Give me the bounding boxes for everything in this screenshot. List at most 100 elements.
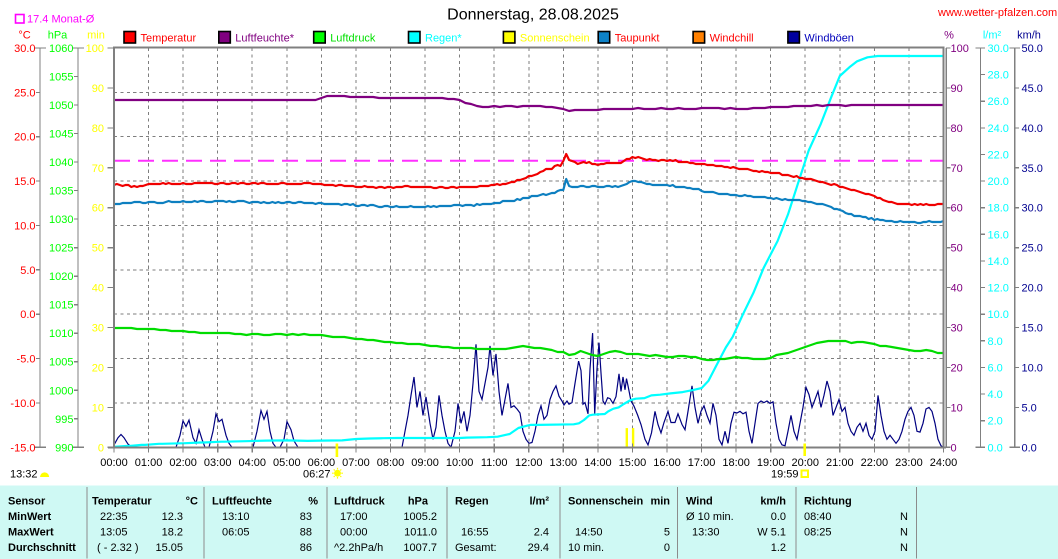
svg-text:Luftdruck: Luftdruck bbox=[334, 496, 386, 508]
svg-text:18.2: 18.2 bbox=[162, 527, 183, 539]
svg-text:1060: 1060 bbox=[49, 43, 73, 55]
svg-text:1020: 1020 bbox=[49, 271, 73, 283]
svg-text:Luftfeuchte*: Luftfeuchte* bbox=[235, 32, 294, 44]
svg-text:11:00: 11:00 bbox=[481, 457, 508, 469]
svg-text:40: 40 bbox=[951, 283, 963, 295]
svg-text:-5.0: -5.0 bbox=[17, 354, 36, 366]
svg-text:40.0: 40.0 bbox=[1022, 123, 1043, 135]
svg-text:l/m²: l/m² bbox=[529, 496, 549, 508]
svg-text:16.0: 16.0 bbox=[988, 229, 1009, 241]
svg-text:1055: 1055 bbox=[49, 72, 73, 84]
svg-text:90: 90 bbox=[951, 83, 963, 95]
svg-text:hPa: hPa bbox=[48, 30, 68, 42]
svg-text:03:00: 03:00 bbox=[204, 457, 232, 469]
svg-text:16:55: 16:55 bbox=[461, 527, 489, 539]
svg-text:l/m²: l/m² bbox=[983, 30, 1002, 42]
svg-text:km/h: km/h bbox=[760, 496, 786, 508]
svg-text:0: 0 bbox=[98, 442, 104, 454]
svg-text:www.wetter-pfalzen.com: www.wetter-pfalzen.com bbox=[937, 7, 1057, 19]
svg-text:80: 80 bbox=[951, 123, 963, 135]
svg-text:70: 70 bbox=[951, 163, 963, 175]
svg-text:83: 83 bbox=[300, 511, 312, 523]
svg-text:60: 60 bbox=[92, 203, 104, 215]
svg-text:50.0: 50.0 bbox=[1022, 43, 1043, 55]
svg-text:2.0: 2.0 bbox=[988, 416, 1003, 428]
svg-text:24.0: 24.0 bbox=[988, 123, 1009, 135]
svg-text:13:10: 13:10 bbox=[222, 511, 250, 523]
svg-text:W 5.1: W 5.1 bbox=[757, 527, 786, 539]
svg-text:Temperatur: Temperatur bbox=[92, 496, 152, 508]
svg-text:Donnerstag, 28.08.2025: Donnerstag, 28.08.2025 bbox=[447, 7, 619, 24]
svg-text:-10.0: -10.0 bbox=[10, 398, 35, 410]
svg-text:1005.2: 1005.2 bbox=[403, 511, 437, 523]
svg-text:06:00: 06:00 bbox=[308, 457, 336, 469]
svg-text:12.0: 12.0 bbox=[988, 283, 1009, 295]
svg-text:-15.0: -15.0 bbox=[10, 442, 35, 454]
svg-text:6.0: 6.0 bbox=[988, 362, 1003, 374]
svg-text:0.0: 0.0 bbox=[1022, 442, 1037, 454]
svg-text:( - 2.32 ): ( - 2.32 ) bbox=[97, 542, 139, 554]
svg-text:08:25: 08:25 bbox=[804, 527, 832, 539]
svg-text:990: 990 bbox=[55, 442, 73, 454]
svg-text:22:00: 22:00 bbox=[861, 457, 889, 469]
svg-text:01:00: 01:00 bbox=[135, 457, 163, 469]
svg-text:13:05: 13:05 bbox=[100, 527, 128, 539]
svg-text:25.0: 25.0 bbox=[14, 87, 35, 99]
svg-text:17:00: 17:00 bbox=[340, 511, 368, 523]
svg-text:10: 10 bbox=[951, 402, 963, 414]
svg-text:10.0: 10.0 bbox=[1022, 362, 1043, 374]
svg-text:70: 70 bbox=[92, 163, 104, 175]
svg-text:30: 30 bbox=[951, 323, 963, 335]
svg-text:13:30: 13:30 bbox=[692, 527, 720, 539]
svg-text:23:00: 23:00 bbox=[895, 457, 923, 469]
svg-text:0.0: 0.0 bbox=[20, 309, 35, 321]
svg-text:30.0: 30.0 bbox=[988, 43, 1009, 55]
svg-text:10.0: 10.0 bbox=[988, 309, 1009, 321]
svg-text:1030: 1030 bbox=[49, 214, 73, 226]
svg-text:MinWert: MinWert bbox=[8, 511, 52, 523]
svg-text:04:00: 04:00 bbox=[238, 457, 266, 469]
svg-text:^2.2hPa/h: ^2.2hPa/h bbox=[334, 542, 383, 554]
svg-text:50: 50 bbox=[951, 243, 963, 255]
svg-text:Ø 10 min.: Ø 10 min. bbox=[686, 511, 734, 523]
svg-text:20: 20 bbox=[92, 362, 104, 374]
svg-text:08:00: 08:00 bbox=[377, 457, 405, 469]
svg-text:2.4: 2.4 bbox=[534, 527, 549, 539]
svg-text:16:00: 16:00 bbox=[653, 457, 681, 469]
svg-text:N: N bbox=[900, 511, 908, 523]
svg-text:20: 20 bbox=[951, 362, 963, 374]
svg-text:1010: 1010 bbox=[49, 328, 73, 340]
svg-text:1025: 1025 bbox=[49, 243, 73, 255]
svg-text:5: 5 bbox=[664, 527, 670, 539]
svg-text:1000: 1000 bbox=[49, 385, 73, 397]
svg-text:10.0: 10.0 bbox=[14, 221, 35, 233]
svg-text:13:32: 13:32 bbox=[10, 469, 38, 481]
svg-text:1040: 1040 bbox=[49, 157, 73, 169]
svg-text:14:50: 14:50 bbox=[575, 527, 603, 539]
svg-text:MaxWert: MaxWert bbox=[8, 527, 54, 539]
svg-text:1007.7: 1007.7 bbox=[403, 542, 437, 554]
svg-text:Sensor: Sensor bbox=[8, 496, 46, 508]
svg-text:30: 30 bbox=[92, 323, 104, 335]
svg-text:4.0: 4.0 bbox=[988, 389, 1003, 401]
svg-text:13:00: 13:00 bbox=[550, 457, 578, 469]
svg-text:100: 100 bbox=[86, 43, 104, 55]
svg-text:60: 60 bbox=[951, 203, 963, 215]
svg-text:20.0: 20.0 bbox=[988, 176, 1009, 188]
svg-text:Windböen: Windböen bbox=[804, 32, 854, 44]
svg-text:Gesamt:: Gesamt: bbox=[455, 542, 497, 554]
svg-text:14.0: 14.0 bbox=[988, 256, 1009, 268]
svg-text:26.0: 26.0 bbox=[988, 96, 1009, 108]
svg-text:0: 0 bbox=[664, 542, 670, 554]
svg-text:08:40: 08:40 bbox=[804, 511, 832, 523]
svg-text:12.3: 12.3 bbox=[162, 511, 183, 523]
svg-text:Regen*: Regen* bbox=[425, 32, 462, 44]
svg-text:25.0: 25.0 bbox=[1022, 243, 1043, 255]
svg-text:22.0: 22.0 bbox=[988, 150, 1009, 162]
svg-text:88: 88 bbox=[300, 527, 312, 539]
svg-text:86: 86 bbox=[300, 542, 312, 554]
svg-text:km/h: km/h bbox=[1017, 30, 1041, 42]
svg-text:10 min.: 10 min. bbox=[568, 542, 604, 554]
svg-text:24:00: 24:00 bbox=[930, 457, 958, 469]
svg-text:Richtung: Richtung bbox=[804, 496, 852, 508]
